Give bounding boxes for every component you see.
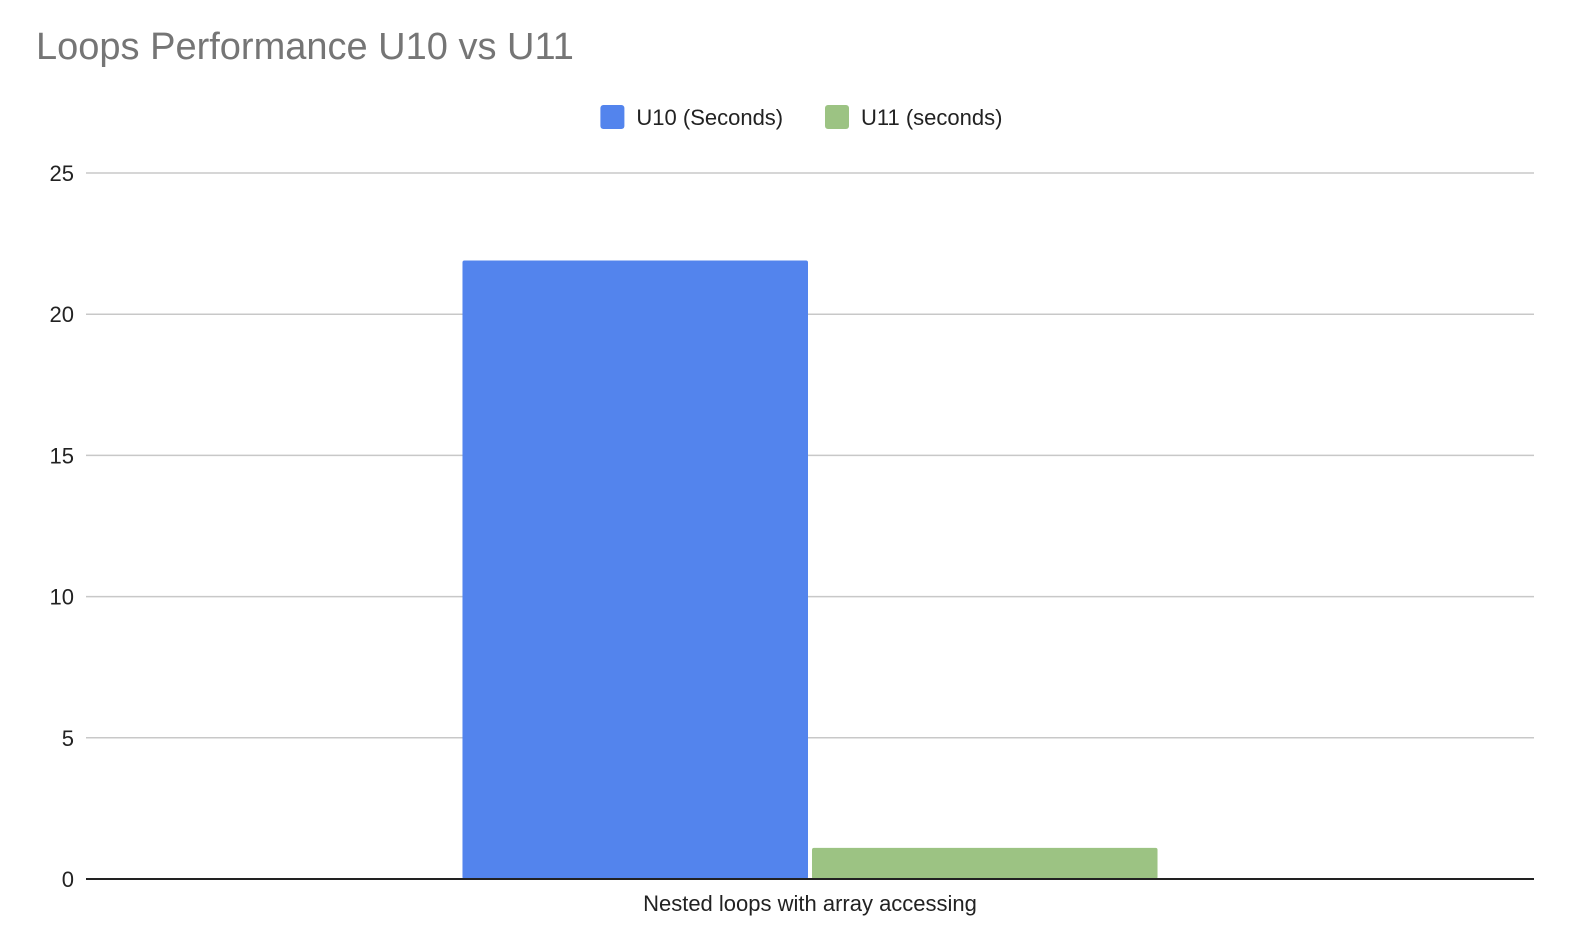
y-tick-label: 20 [50,302,74,327]
x-category-label: Nested loops with array accessing [643,891,977,916]
legend-swatch [825,105,849,129]
legend-swatch [600,105,625,129]
legend-label: U11 (seconds) [861,105,1002,130]
gridlines: 0 5 10 15 20 25 [50,161,1534,892]
bar-u10-seconds [462,260,808,879]
legend-label: U10 (Seconds) [636,105,783,130]
chart-title: Loops Performance U10 vs U11 [36,26,574,68]
y-tick-label: 5 [62,726,74,751]
y-tick-label: 10 [50,585,74,610]
y-tick-label: 25 [50,161,74,186]
legend: U10 (Seconds) U11 (seconds) [600,105,1002,130]
y-tick-label: 0 [62,867,74,892]
y-tick-label: 15 [50,443,74,468]
bars: Nested loops with array accessing [462,260,1158,916]
bar-u11-seconds [812,847,1158,879]
